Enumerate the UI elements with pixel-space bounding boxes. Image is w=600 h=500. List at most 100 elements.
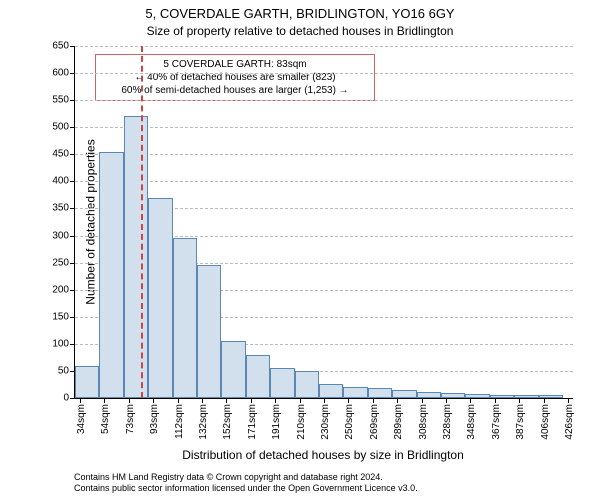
x-tick-label: 348sqm: [466, 404, 477, 440]
x-tick-mark: [446, 398, 447, 403]
y-tick-label: 600: [52, 68, 69, 79]
x-tick-label: 34sqm: [76, 404, 87, 434]
x-tick-label: 210sqm: [296, 404, 307, 440]
histogram-bar: [490, 395, 514, 398]
histogram-bar: [221, 341, 245, 398]
chart-subtitle: Size of property relative to detached ho…: [0, 24, 600, 38]
x-tick-mark: [397, 398, 398, 403]
x-tick-label: 308sqm: [418, 404, 429, 440]
x-tick-label: 387sqm: [515, 404, 526, 440]
y-tick-label: 50: [58, 365, 69, 376]
x-tick-mark: [519, 398, 520, 403]
x-axis-label: Distribution of detached houses by size …: [74, 448, 572, 462]
y-tick-mark: [70, 73, 75, 74]
histogram-bar: [368, 388, 392, 398]
x-tick-mark: [275, 398, 276, 403]
x-tick-label: 230sqm: [320, 404, 331, 440]
histogram-bar: [514, 395, 538, 398]
histogram-bar: [539, 395, 563, 398]
histogram-bar: [392, 390, 416, 398]
histogram-bar: [246, 355, 270, 398]
footer-line-1: Contains HM Land Registry data © Crown c…: [74, 472, 418, 483]
x-tick-label: 269sqm: [369, 404, 380, 440]
x-tick-mark: [544, 398, 545, 403]
histogram-bar: [173, 238, 197, 398]
x-tick-label: 93sqm: [149, 404, 160, 434]
x-tick-mark: [300, 398, 301, 403]
y-tick-mark: [70, 317, 75, 318]
gridline: [75, 46, 573, 47]
y-tick-label: 300: [52, 230, 69, 241]
y-tick-mark: [70, 290, 75, 291]
histogram-bar: [99, 152, 123, 398]
y-tick-label: 0: [63, 393, 69, 404]
y-tick-label: 450: [52, 149, 69, 160]
x-tick-mark: [153, 398, 154, 403]
y-tick-label: 550: [52, 95, 69, 106]
y-tick-label: 500: [52, 122, 69, 133]
histogram-bar: [124, 116, 148, 398]
x-tick-mark: [251, 398, 252, 403]
y-tick-mark: [70, 127, 75, 128]
property-marker-line: [141, 46, 143, 398]
x-tick-mark: [202, 398, 203, 403]
x-tick-mark: [104, 398, 105, 403]
histogram-bar: [270, 368, 294, 398]
x-tick-label: 73sqm: [125, 404, 136, 434]
x-tick-label: 328sqm: [442, 404, 453, 440]
histogram-bar: [441, 393, 465, 398]
y-tick-mark: [70, 154, 75, 155]
x-tick-mark: [129, 398, 130, 403]
y-tick-label: 250: [52, 257, 69, 268]
histogram-bar: [75, 366, 99, 398]
y-tick-mark: [70, 236, 75, 237]
x-tick-label: 132sqm: [198, 404, 209, 440]
y-tick-mark: [70, 46, 75, 47]
gridline: [75, 127, 573, 128]
x-tick-mark: [495, 398, 496, 403]
y-tick-label: 650: [52, 41, 69, 52]
footer: Contains HM Land Registry data © Crown c…: [74, 472, 418, 495]
histogram-bar: [343, 387, 367, 398]
y-tick-mark: [70, 181, 75, 182]
x-tick-mark: [324, 398, 325, 403]
chart-title: 5, COVERDALE GARTH, BRIDLINGTON, YO16 6G…: [0, 6, 600, 21]
x-tick-mark: [568, 398, 569, 403]
x-tick-mark: [178, 398, 179, 403]
annotation-box: 5 COVERDALE GARTH: 83sqm ← 40% of detach…: [95, 54, 375, 101]
gridline: [75, 100, 573, 101]
y-tick-mark: [70, 100, 75, 101]
gridline: [75, 181, 573, 182]
histogram-bar: [295, 371, 319, 398]
x-tick-label: 171sqm: [247, 404, 258, 440]
gridline: [75, 73, 573, 74]
x-tick-label: 426sqm: [564, 404, 575, 440]
x-tick-label: 191sqm: [271, 404, 282, 440]
footer-line-2: Contains public sector information licen…: [74, 483, 418, 494]
x-tick-label: 112sqm: [174, 404, 185, 439]
y-tick-mark: [70, 344, 75, 345]
x-tick-mark: [373, 398, 374, 403]
gridline: [75, 154, 573, 155]
y-tick-label: 350: [52, 203, 69, 214]
x-tick-mark: [348, 398, 349, 403]
x-tick-mark: [422, 398, 423, 403]
x-tick-label: 367sqm: [491, 404, 502, 440]
histogram-bar: [319, 384, 343, 398]
y-tick-mark: [70, 398, 75, 399]
x-tick-label: 54sqm: [100, 404, 111, 434]
histogram-bar: [197, 265, 221, 398]
x-tick-label: 289sqm: [393, 404, 404, 440]
histogram-bar: [465, 394, 489, 398]
y-tick-label: 150: [52, 311, 69, 322]
y-tick-label: 100: [52, 338, 69, 349]
y-tick-label: 200: [52, 284, 69, 295]
y-tick-label: 400: [52, 176, 69, 187]
x-tick-label: 152sqm: [222, 404, 233, 440]
histogram-bar: [148, 198, 172, 398]
x-tick-label: 250sqm: [344, 404, 355, 440]
y-tick-mark: [70, 263, 75, 264]
x-tick-mark: [226, 398, 227, 403]
y-tick-mark: [70, 208, 75, 209]
x-tick-mark: [80, 398, 81, 403]
